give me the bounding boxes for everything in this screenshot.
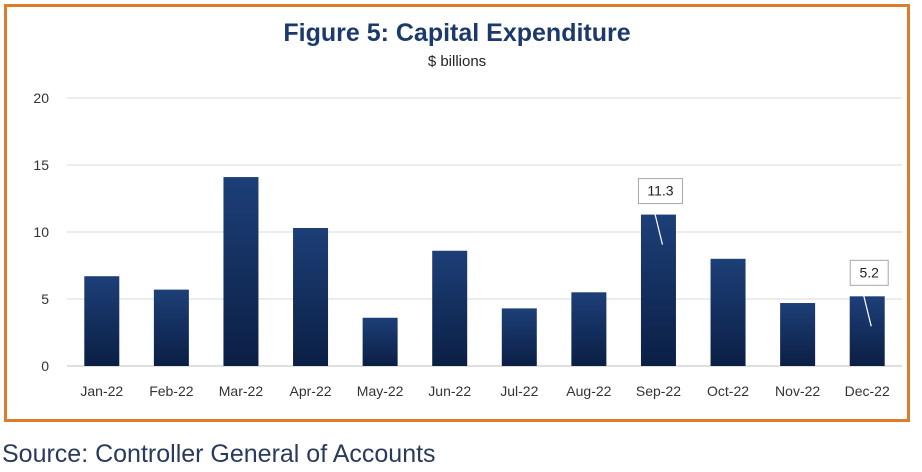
callout-box [849,259,889,286]
x-tick-label: Nov-22 [775,383,820,399]
bar-nov-22 [780,303,816,366]
y-tick-label: 0 [41,358,49,374]
bar-jul-22 [501,308,537,366]
callout-pointer [860,285,872,327]
data-label: 5.2 [859,264,879,280]
bar-may-22 [362,317,398,366]
source-note: Source: Controller General of Accounts [2,440,436,468]
y-tick-label: 15 [33,157,49,173]
x-tick-label: Feb-22 [149,383,194,399]
chart-frame: Figure 5: Capital Expenditure $ billions… [4,4,910,422]
chart-subtitle: $ billions [427,53,487,70]
x-tick-label: Apr-22 [290,383,332,399]
bar-mar-22 [223,177,259,366]
x-tick-label: Jun-22 [428,383,471,399]
bar-oct-22 [710,258,746,366]
x-tick-label: Jan-22 [80,383,123,399]
bar-jan-22 [84,276,120,366]
bar-chart: 0 5 10 15 20 Jan-22 Feb-22 Mar-22 Apr-22 May-22 J… [33,90,902,399]
bar-dec-22 [849,296,885,366]
x-tick-label: Jul-22 [500,383,538,399]
x-tick-label: Oct-22 [707,383,749,399]
bar-jun-22 [432,250,468,366]
callout-box [637,178,683,205]
x-tick-label: Dec-22 [845,383,890,399]
y-tick-label: 20 [33,90,49,106]
y-tick-label: 10 [33,224,49,240]
x-tick-label: Mar-22 [219,383,264,399]
y-tick-label: 5 [41,291,49,307]
chart-title: Figure 5: Capital Expenditure [283,19,631,47]
bar-feb-22 [153,289,189,366]
data-label-callout: 11.3 [637,178,683,245]
data-label: 11.3 [647,183,673,199]
bar-apr-22 [293,227,329,366]
callout-pointer [651,203,664,245]
data-label-callout: 5.2 [849,259,889,327]
bar-aug-22 [571,292,607,366]
bar-sep-22 [640,214,676,366]
x-tick-label: Sep-22 [636,383,681,399]
x-tick-label: May-22 [357,383,404,399]
x-tick-label: Aug-22 [566,383,611,399]
